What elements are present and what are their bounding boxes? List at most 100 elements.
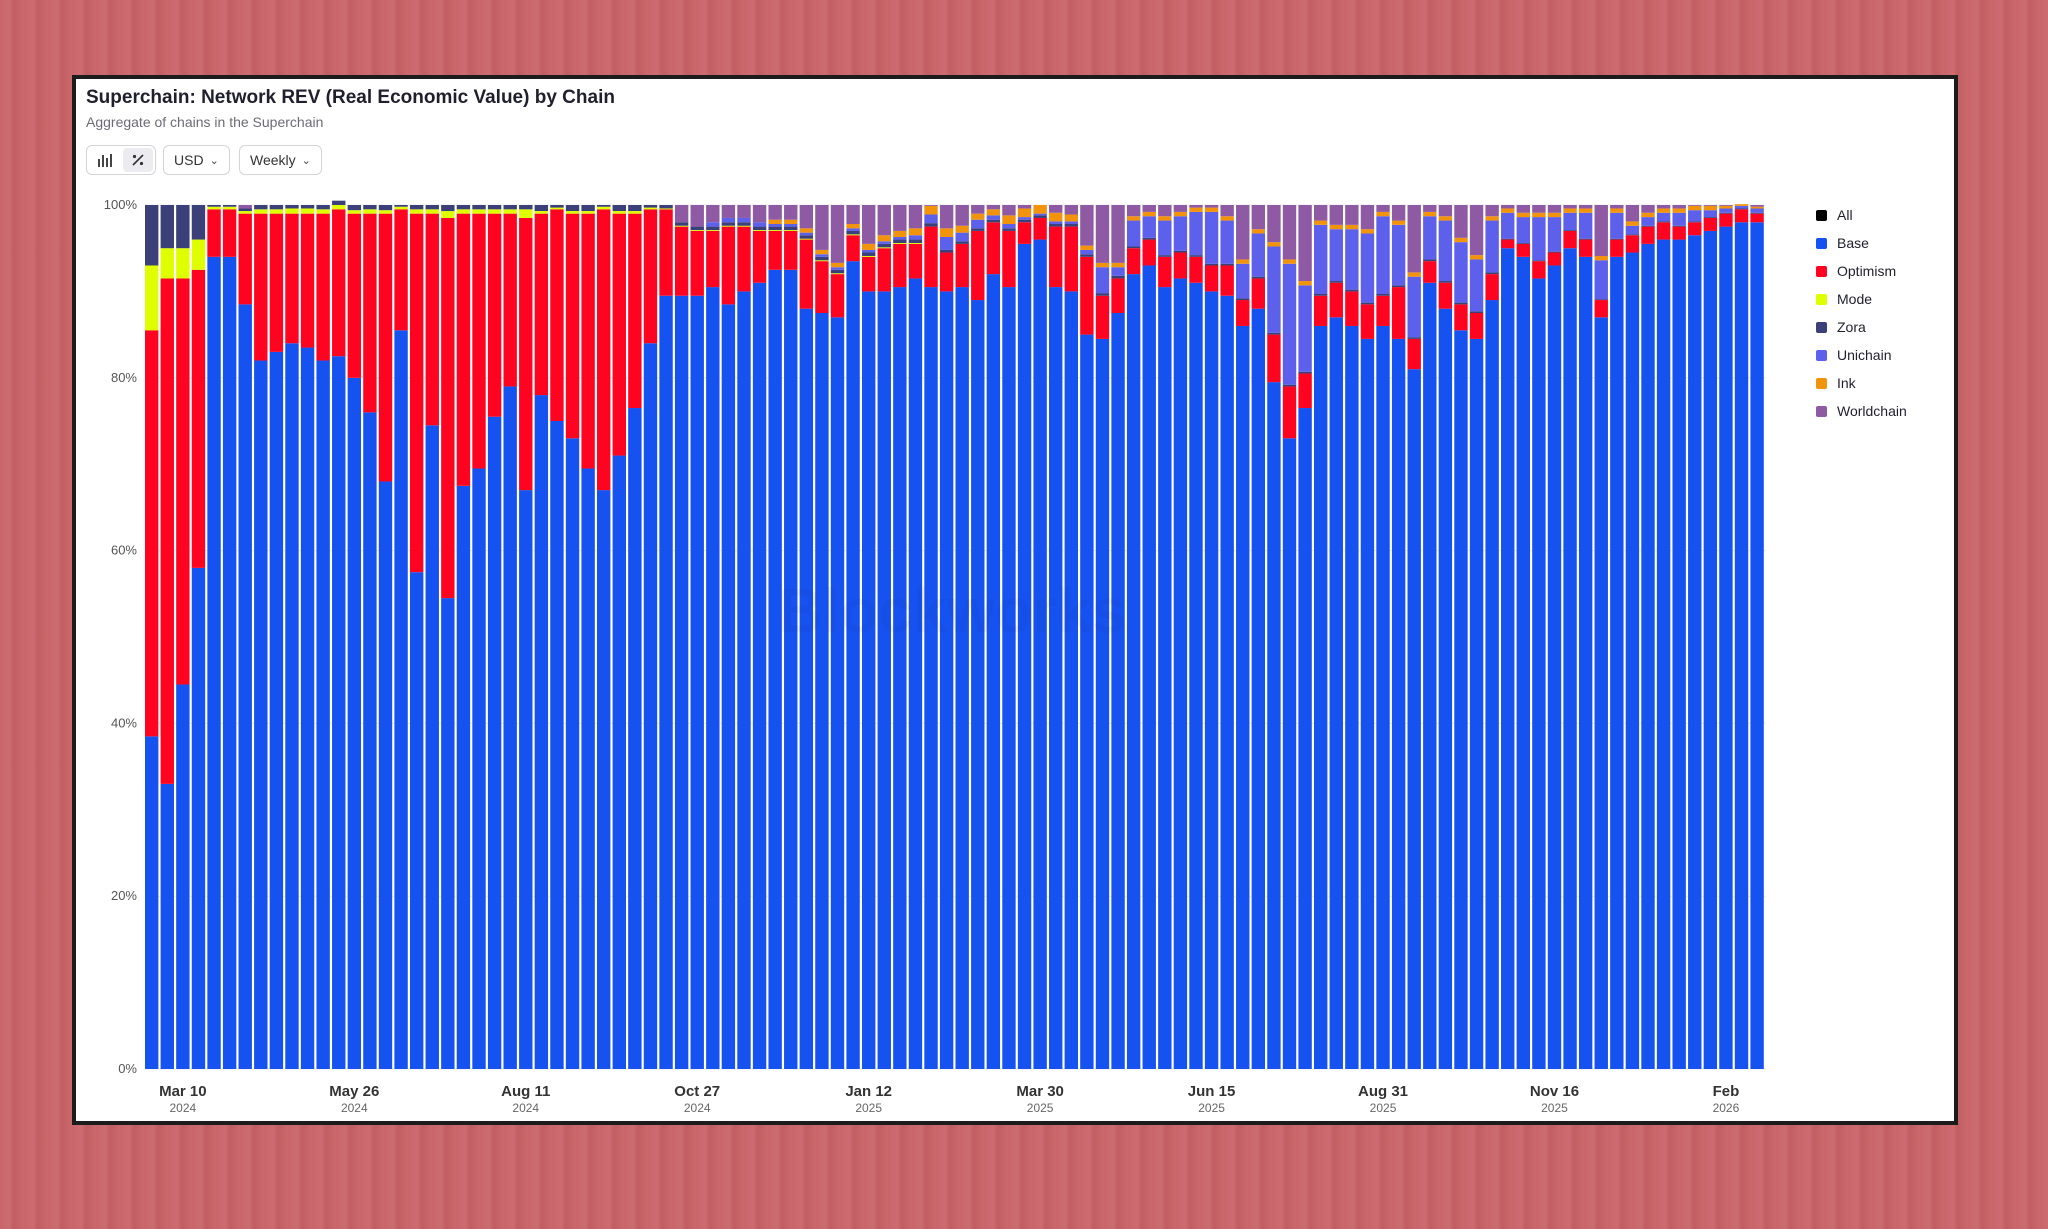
bar-segment-base[interactable]: [924, 287, 938, 1069]
bar-segment-optimism[interactable]: [222, 209, 237, 257]
bar-segment-optimism[interactable]: [1267, 334, 1281, 383]
bar-segment-mode[interactable]: [363, 209, 377, 214]
bar-segment-worldchain[interactable]: [815, 205, 829, 250]
bar-segment-base[interactable]: [1516, 256, 1531, 1070]
bar-segment-zora[interactable]: [347, 205, 362, 211]
bar-segment-mode[interactable]: [877, 247, 891, 249]
bar-segment-mode[interactable]: [674, 225, 689, 227]
bar-segment-worldchain[interactable]: [1126, 205, 1141, 217]
bar-segment-ink[interactable]: [1189, 207, 1203, 212]
bar-segment-base[interactable]: [1267, 382, 1281, 1069]
legend-item-all[interactable]: All: [1816, 201, 1907, 229]
bar-segment-base[interactable]: [1719, 226, 1733, 1070]
bar-segment-base[interactable]: [784, 269, 798, 1069]
bar-segment-ink[interactable]: [1142, 211, 1156, 217]
bar-segment-optimism[interactable]: [207, 209, 221, 257]
bar-segment-optimism[interactable]: [1672, 226, 1686, 240]
bar-segment-ink[interactable]: [768, 219, 782, 225]
bar-segment-mode[interactable]: [160, 248, 174, 279]
bar-segment-base[interactable]: [1158, 287, 1172, 1069]
bar-segment-optimism[interactable]: [1594, 300, 1608, 318]
bar-segment-unichain[interactable]: [1189, 211, 1203, 256]
bar-segment-base[interactable]: [1033, 239, 1047, 1069]
bar-segment-optimism[interactable]: [1298, 373, 1312, 409]
bar-segment-base[interactable]: [1376, 325, 1390, 1069]
bar-segment-optimism[interactable]: [1532, 261, 1546, 279]
bar-segment-unichain[interactable]: [939, 236, 954, 250]
bar-segment-unichain[interactable]: [1688, 210, 1702, 222]
bar-segment-base[interactable]: [1329, 317, 1343, 1069]
bar-segment-optimism[interactable]: [1376, 295, 1390, 326]
bar-segment-zora[interactable]: [1563, 230, 1577, 231]
bar-segment-optimism[interactable]: [1142, 239, 1156, 266]
bar-segment-ink[interactable]: [1220, 216, 1234, 221]
bar-segment-worldchain[interactable]: [1345, 205, 1359, 225]
bar-segment-mode[interactable]: [191, 239, 206, 270]
bar-segment-zora[interactable]: [300, 205, 315, 209]
bar-segment-worldchain[interactable]: [1267, 205, 1281, 243]
bar-segment-zora[interactable]: [160, 205, 174, 249]
bar-segment-ink[interactable]: [908, 228, 923, 236]
bar-segment-unichain[interactable]: [784, 224, 798, 227]
bar-segment-mode[interactable]: [737, 225, 751, 227]
bar-segment-mode[interactable]: [830, 273, 845, 275]
bar-segment-worldchain[interactable]: [955, 205, 969, 226]
bar-segment-base[interactable]: [1750, 222, 1764, 1069]
bar-segment-base[interactable]: [659, 295, 673, 1070]
bar-segment-mode[interactable]: [441, 211, 455, 218]
bar-segment-base[interactable]: [986, 274, 1001, 1069]
bar-segment-unichain[interactable]: [861, 249, 876, 253]
bar-segment-worldchain[interactable]: [1142, 205, 1156, 212]
bar-segment-base[interactable]: [1095, 338, 1110, 1069]
bar-segment-ink[interactable]: [1501, 208, 1515, 213]
bar-segment-ink[interactable]: [1017, 208, 1032, 218]
percent-icon[interactable]: [123, 148, 153, 172]
bar-segment-zora[interactable]: [737, 222, 751, 226]
bar-segment-worldchain[interactable]: [721, 205, 736, 218]
bar-segment-ink[interactable]: [1641, 212, 1655, 218]
bar-segment-optimism[interactable]: [784, 230, 798, 270]
bar-segment-zora[interactable]: [1080, 254, 1094, 257]
bar-segment-zora[interactable]: [1485, 272, 1499, 275]
bar-segment-unichain[interactable]: [1469, 259, 1484, 312]
bar-segment-ink[interactable]: [1610, 208, 1624, 213]
bar-segment-optimism[interactable]: [300, 213, 315, 348]
bar-segment-unichain[interactable]: [1610, 212, 1624, 239]
bar-segment-optimism[interactable]: [690, 230, 704, 296]
bar-segment-zora[interactable]: [830, 269, 845, 274]
bar-segment-base[interactable]: [971, 300, 985, 1069]
bar-segment-zora[interactable]: [456, 205, 471, 210]
bar-segment-base[interactable]: [1485, 300, 1499, 1069]
bar-segment-optimism[interactable]: [581, 213, 595, 469]
bar-segment-base[interactable]: [877, 291, 891, 1069]
bar-segment-ink[interactable]: [1547, 212, 1562, 218]
bar-segment-optimism[interactable]: [503, 213, 517, 387]
bar-segment-ink[interactable]: [1407, 272, 1421, 277]
bar-segment-unichain[interactable]: [1236, 263, 1250, 299]
bar-segment-mode[interactable]: [519, 209, 533, 218]
bar-segment-worldchain[interactable]: [1360, 205, 1375, 230]
bar-segment-worldchain[interactable]: [846, 205, 860, 225]
bar-segment-mode[interactable]: [487, 209, 502, 214]
bar-segment-optimism[interactable]: [472, 213, 486, 469]
bar-segment-base[interactable]: [1360, 338, 1375, 1069]
bar-segment-mode[interactable]: [456, 209, 471, 214]
bar-segment-ink[interactable]: [1516, 212, 1531, 218]
bar-segment-worldchain[interactable]: [1594, 205, 1608, 256]
bar-segment-zora[interactable]: [674, 222, 689, 226]
bar-segment-zora[interactable]: [643, 205, 658, 208]
bar-segment-base[interactable]: [1407, 369, 1421, 1069]
bar-segment-optimism[interactable]: [1625, 235, 1640, 253]
bar-segment-worldchain[interactable]: [830, 205, 845, 263]
bar-segment-unichain[interactable]: [1407, 276, 1421, 338]
bar-segment-mode[interactable]: [597, 206, 611, 210]
bar-segment-optimism[interactable]: [1251, 278, 1266, 309]
bar-segment-worldchain[interactable]: [1610, 205, 1624, 209]
bar-segment-ink[interactable]: [1485, 216, 1499, 221]
bar-segment-optimism[interactable]: [1049, 226, 1063, 288]
bar-segment-zora[interactable]: [628, 205, 642, 212]
bar-segment-optimism[interactable]: [160, 278, 174, 784]
bar-segment-zora[interactable]: [1267, 332, 1281, 335]
bar-segment-zora[interactable]: [1251, 276, 1266, 279]
legend-item-zora[interactable]: Zora: [1816, 313, 1907, 341]
